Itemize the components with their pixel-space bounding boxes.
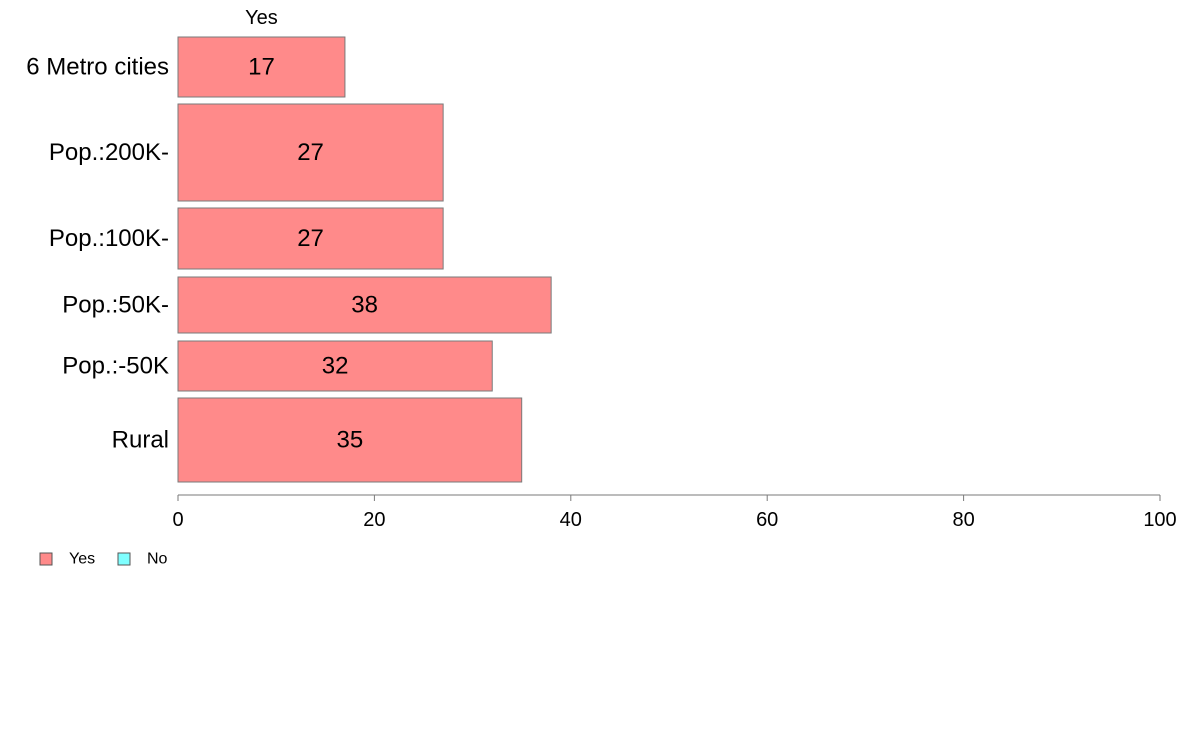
category-label: Rural [112, 427, 169, 454]
bars-group [177, 36, 552, 483]
category-label: Pop.:-50K [62, 353, 169, 380]
x-tick-label: 60 [756, 509, 778, 531]
x-tick-label: 100 [1143, 509, 1176, 531]
category-label: Pop.:200K- [49, 139, 169, 166]
legend-label-no: No [147, 551, 168, 568]
x-tick-label: 80 [952, 509, 974, 531]
x-axis: 0 20 40 60 80 100 [172, 494, 1177, 531]
x-tick-label: 0 [172, 509, 183, 531]
bar-yes-pop-50k- [177, 276, 552, 334]
bar-yes-pop-50k [177, 340, 493, 392]
legend-label-yes: Yes [69, 551, 95, 568]
bar-value-label: 27 [297, 225, 324, 252]
bar-yes-rural [177, 397, 523, 483]
x-tick-label: 40 [560, 509, 582, 531]
legend-swatch-no [117, 552, 131, 566]
labels-group: 6 Metro cities 17 Pop.:200K- 27 Pop.:100K- 27… [26, 7, 378, 454]
category-label: Pop.:100K- [49, 225, 169, 252]
series-top-label: Yes [245, 7, 278, 29]
bar-value-label: 35 [336, 427, 363, 454]
bar-yes-6-metro-cities [177, 36, 346, 98]
x-tick-label: 20 [363, 509, 385, 531]
bar-yes-pop-100k- [177, 207, 444, 270]
legend-swatch-yes [39, 552, 53, 566]
bar-yes-pop-200k- [177, 103, 444, 202]
category-label: 6 Metro cities [26, 54, 169, 81]
bar-value-label: 32 [322, 353, 349, 380]
category-label: Pop.:50K- [62, 292, 169, 319]
legend: Yes No [39, 551, 168, 568]
bar-value-label: 27 [297, 139, 324, 166]
bar-value-label: 17 [248, 54, 275, 81]
bar-value-label: 38 [351, 292, 378, 319]
